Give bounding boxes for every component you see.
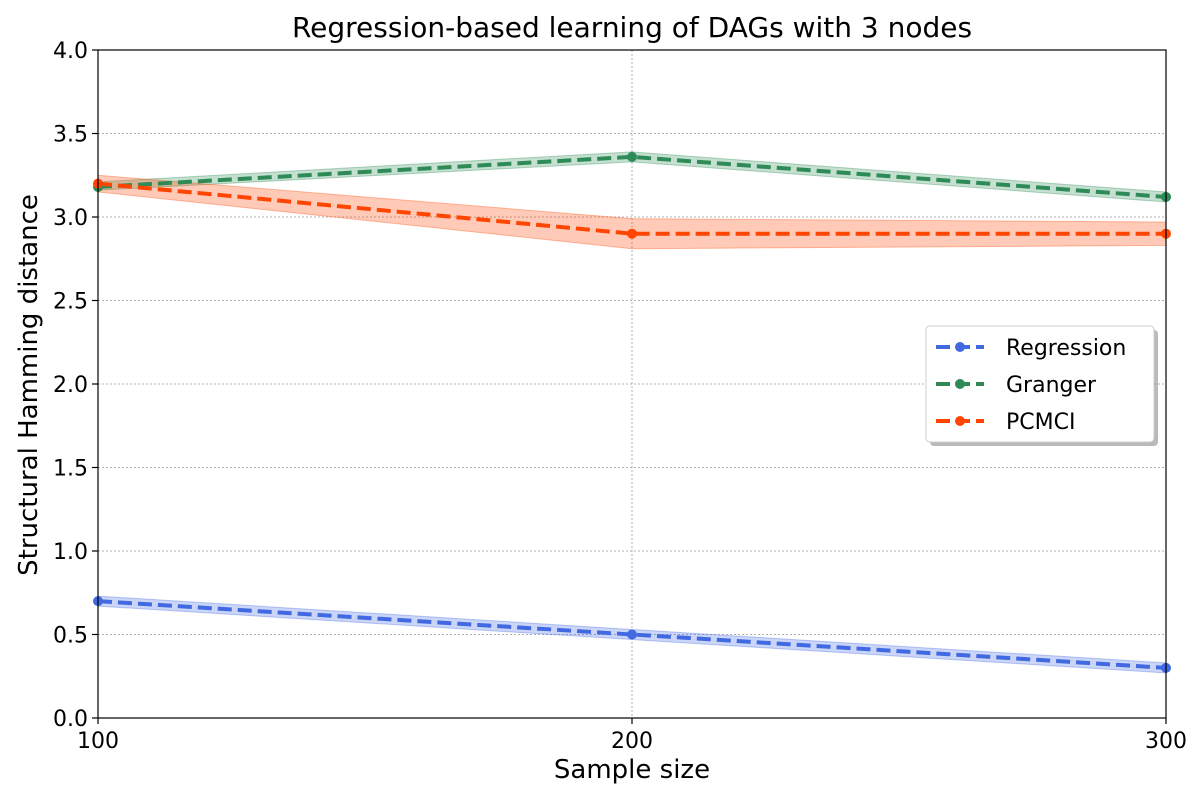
y-tick-label: 0.5 xyxy=(53,624,88,649)
granger-line xyxy=(97,154,1167,199)
x-tick-label: 200 xyxy=(611,729,653,754)
chart-title: Regression-based learning of DAGs with 3… xyxy=(292,11,972,44)
legend-box xyxy=(925,325,1155,443)
y-tick-label: 2.5 xyxy=(53,290,88,315)
legend-regression-label: Regression xyxy=(1006,336,1126,361)
y-tick-label: 3.0 xyxy=(53,206,88,231)
pcmci-line xyxy=(97,181,1166,236)
x-axis-title: Sample size xyxy=(554,755,710,785)
y-tick-label: 1.5 xyxy=(53,457,88,482)
legend-regression-marker xyxy=(955,342,965,352)
legend-granger-label: Granger xyxy=(1006,373,1097,398)
regression-point xyxy=(627,629,637,640)
y-axis-title: Structural Hamming distance xyxy=(14,194,44,576)
y-tick-label: 4.0 xyxy=(53,39,88,64)
x-tick-label: 100 xyxy=(77,729,119,754)
regression-line xyxy=(97,599,1167,670)
legend-pcmci-marker xyxy=(955,416,965,426)
axis-ticks: 0.0 0.5 1.0 1.5 2.0 2.5 3.0 3.5 4.0 100 200 300 xyxy=(53,39,1187,754)
granger-point xyxy=(627,151,637,162)
y-tick-label: 0.0 xyxy=(53,707,88,732)
legend: Regression Granger PCMCI xyxy=(925,325,1158,446)
legend-granger-marker xyxy=(955,379,965,389)
y-tick-label: 1.0 xyxy=(53,540,88,565)
series-lines xyxy=(97,154,1167,670)
pcmci-point xyxy=(627,228,637,239)
y-tick-label: 3.5 xyxy=(53,123,88,148)
x-tick-label: 300 xyxy=(1145,729,1187,754)
legend-pcmci-label: PCMCI xyxy=(1006,410,1075,435)
y-tick-label: 2.0 xyxy=(53,373,88,398)
